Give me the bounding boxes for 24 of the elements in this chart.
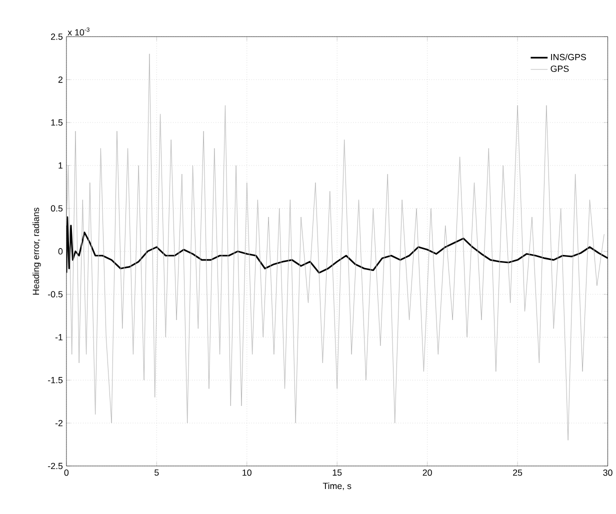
y-tick-label: -1.5 xyxy=(48,377,63,384)
x-tick-label: 10 xyxy=(242,470,252,476)
y-tick-label: 2.5 xyxy=(51,34,63,40)
y-tick-label: -1 xyxy=(55,334,63,340)
legend-label: INS/GPS xyxy=(551,54,586,60)
x-tick-label: 20 xyxy=(422,470,432,476)
y-tick-label: 1 xyxy=(58,162,63,169)
y-tick-label: -2 xyxy=(55,420,62,426)
y-tick-label: 0 xyxy=(58,248,63,255)
x-tick-label: 25 xyxy=(513,470,522,476)
x-tick-label: 15 xyxy=(332,470,342,476)
y-tick-label: -0.5 xyxy=(48,291,63,298)
line-series xyxy=(66,54,604,441)
y-tick-label: -2.5 xyxy=(48,463,63,470)
x-axis-title: Time, s xyxy=(322,482,352,490)
y-axis-title: Heading error, radians xyxy=(32,208,41,295)
x-tick-label: 5 xyxy=(154,470,159,476)
y-tick-label: 2 xyxy=(58,76,62,83)
text: x 10$^{-3}$ xyxy=(68,28,90,36)
x-tick-label: 30 xyxy=(603,470,612,476)
x-tick-label: 0 xyxy=(64,470,69,476)
y-tick-label: 1.5 xyxy=(51,120,63,126)
y-tick-label: 0.5 xyxy=(50,205,63,212)
legend-label: GPS xyxy=(550,66,569,72)
